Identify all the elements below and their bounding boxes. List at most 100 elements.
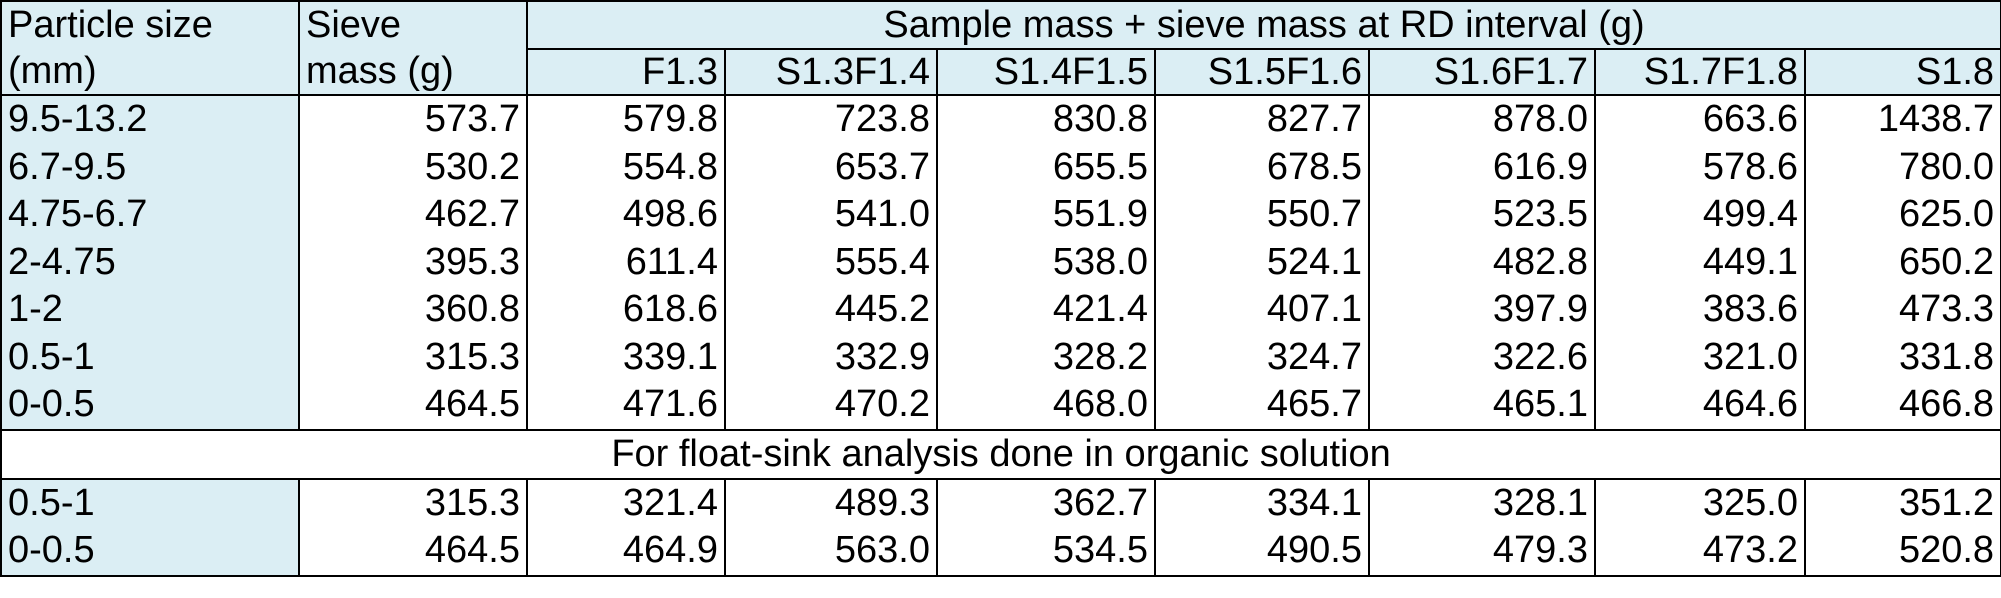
value-cell: 328.1	[1368, 477, 1596, 527]
value-cell: 322.6	[1368, 333, 1596, 381]
table-row: 0-0.5 464.5 464.9 563.0 534.5 490.5 479.3 473.2…	[0, 527, 2001, 577]
value-cell: 554.8	[526, 143, 726, 191]
value-cell: 830.8	[936, 94, 1156, 144]
value-cell: 611.4	[526, 238, 726, 286]
sieve-mass-header: Sieve mass (g)	[298, 0, 528, 96]
value-cell: 551.9	[936, 191, 1156, 239]
value-cell: 407.1	[1154, 286, 1370, 334]
value-cell: 541.0	[724, 191, 938, 239]
col-header: S1.7F1.8	[1594, 48, 1806, 96]
sieve-mass-cell: 573.7	[298, 94, 528, 144]
sieve-mass-cell: 360.8	[298, 286, 528, 334]
sieve-mass-cell: 464.5	[298, 381, 528, 431]
value-cell: 616.9	[1368, 143, 1596, 191]
value-cell: 325.0	[1594, 477, 1806, 527]
sieve-mass-cell: 464.5	[298, 527, 528, 577]
value-cell: 579.8	[526, 94, 726, 144]
value-cell: 321.0	[1594, 333, 1806, 381]
particle-size-cell: 1-2	[0, 286, 300, 334]
value-cell: 498.6	[526, 191, 726, 239]
particle-size-label: Particle size	[8, 4, 213, 46]
value-cell: 489.3	[724, 477, 938, 527]
sieve-mass-cell: 315.3	[298, 333, 528, 381]
value-cell: 520.8	[1803, 527, 2001, 577]
value-cell: 625.0	[1803, 191, 2001, 239]
value-cell: 618.6	[526, 286, 726, 334]
value-cell: 655.5	[936, 143, 1156, 191]
value-cell: 464.6	[1594, 381, 1806, 431]
table-row: 9.5-13.2 573.7 579.8 723.8 830.8 827.7 878.0 66…	[0, 94, 2001, 144]
particle-size-cell: 9.5-13.2	[0, 94, 300, 144]
value-cell: 678.5	[1154, 143, 1370, 191]
table-row: 1-2 360.8 618.6 445.2 421.4 407.1 397.9 383.6 47…	[0, 286, 2001, 334]
particle-size-cell: 6.7-9.5	[0, 143, 300, 191]
table-row: 0.5-1 315.3 321.4 489.3 362.7 334.1 328.1 325.0…	[0, 477, 2001, 527]
value-cell: 331.8	[1803, 333, 2001, 381]
value-cell: 650.2	[1803, 238, 2001, 286]
value-cell: 397.9	[1368, 286, 1596, 334]
value-cell: 780.0	[1803, 143, 2001, 191]
value-cell: 324.7	[1154, 333, 1370, 381]
value-cell: 321.4	[526, 477, 726, 527]
particle-size-cell: 0.5-1	[0, 333, 300, 381]
value-cell: 334.1	[1154, 477, 1370, 527]
main-body: 9.5-13.2 573.7 579.8 723.8 830.8 827.7 878.0 66…	[0, 94, 2001, 431]
value-cell: 1438.7	[1803, 94, 2001, 144]
particle-size-header: Particle size (mm)	[0, 0, 300, 96]
particle-size-cell: 0.5-1	[0, 477, 300, 527]
value-cell: 523.5	[1368, 191, 1596, 239]
value-cell: 464.9	[526, 527, 726, 577]
value-cell: 550.7	[1154, 191, 1370, 239]
particle-size-cell: 2-4.75	[0, 238, 300, 286]
value-cell: 332.9	[724, 333, 938, 381]
col-header: S1.6F1.7	[1368, 48, 1596, 96]
sieve-unit: mass (g)	[306, 50, 454, 92]
sieve-mass-cell: 315.3	[298, 477, 528, 527]
value-cell: 465.7	[1154, 381, 1370, 431]
value-cell: 538.0	[936, 238, 1156, 286]
group-title: Sample mass + sieve mass at RD interval …	[525, 0, 2001, 50]
sieve-data-table: Particle size (mm) Sieve mass (g) Sample…	[0, 0, 2001, 577]
value-cell: 421.4	[936, 286, 1156, 334]
value-cell: 479.3	[1368, 527, 1596, 577]
col-header: S1.5F1.6	[1154, 48, 1370, 96]
value-cell: 490.5	[1154, 527, 1370, 577]
col-header: S1.8	[1803, 48, 2001, 96]
value-cell: 473.3	[1803, 286, 2001, 334]
value-cell: 471.6	[526, 381, 726, 431]
value-cell: 534.5	[936, 527, 1156, 577]
value-cell: 578.6	[1594, 143, 1806, 191]
value-cell: 499.4	[1594, 191, 1806, 239]
table-row: 2-4.75 395.3 611.4 555.4 538.0 524.1 482.8 449.…	[0, 238, 2001, 286]
value-cell: 723.8	[724, 94, 938, 144]
table-row: 6.7-9.5 530.2 554.8 653.7 655.5 678.5 616.9 578…	[0, 143, 2001, 191]
particle-size-cell: 4.75-6.7	[0, 191, 300, 239]
value-cell: 466.8	[1803, 381, 2001, 431]
value-cell: 663.6	[1594, 94, 1806, 144]
table-row: 4.75-6.7 462.7 498.6 541.0 551.9 550.7 523.5 49…	[0, 191, 2001, 239]
value-cell: 339.1	[526, 333, 726, 381]
value-cell: 470.2	[724, 381, 938, 431]
col-header: F1.3	[526, 48, 726, 96]
sieve-mass-cell: 462.7	[298, 191, 528, 239]
table-row: 0.5-1 315.3 339.1 332.9 328.2 324.7 322.6 321.0…	[0, 333, 2001, 381]
value-cell: 468.0	[936, 381, 1156, 431]
section-row: For float-sink analysis done in organic …	[0, 428, 2001, 480]
particle-size-cell: 0-0.5	[0, 381, 300, 431]
header-row-1: Particle size (mm) Sieve mass (g) Sample…	[0, 0, 2001, 96]
section-title: For float-sink analysis done in organic …	[0, 428, 2001, 480]
value-cell: 449.1	[1594, 238, 1806, 286]
value-cell: 878.0	[1368, 94, 1596, 144]
header-row-2: F1.3 S1.3F1.4 S1.4F1.5 S1.5F1.6 S1.6F1.7…	[1, 48, 2001, 96]
value-cell: 563.0	[724, 527, 938, 577]
col-header: S1.3F1.4	[724, 48, 938, 96]
organic-body: 0.5-1 315.3 321.4 489.3 362.7 334.1 328.1 325.0…	[0, 477, 2001, 577]
value-cell: 362.7	[936, 477, 1156, 527]
value-cell: 383.6	[1594, 286, 1806, 334]
value-cell: 827.7	[1154, 94, 1370, 144]
col-header: S1.4F1.5	[936, 48, 1156, 96]
value-cell: 473.2	[1594, 527, 1806, 577]
particle-size-cell: 0-0.5	[0, 527, 300, 577]
value-cell: 445.2	[724, 286, 938, 334]
table-row: 0-0.5 464.5 471.6 470.2 468.0 465.7 465.1 464.6…	[0, 381, 2001, 431]
